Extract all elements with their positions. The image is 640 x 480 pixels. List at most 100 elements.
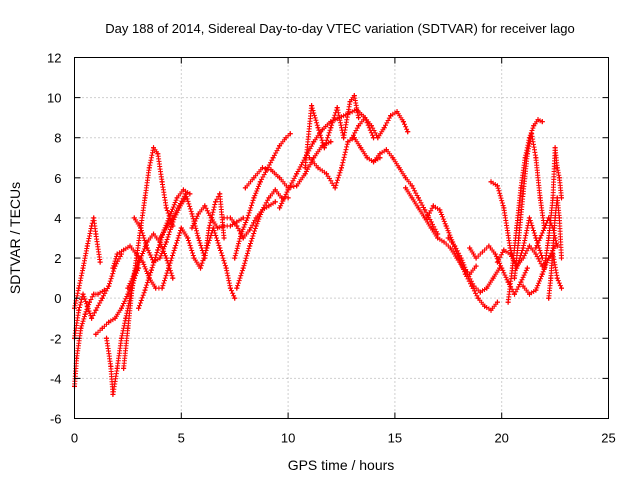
data-point bbox=[170, 275, 176, 281]
data-point bbox=[176, 203, 182, 209]
data-point bbox=[82, 311, 88, 317]
data-point bbox=[328, 139, 334, 145]
data-point bbox=[99, 295, 105, 301]
y-tick-label: -2 bbox=[50, 331, 62, 346]
data-point bbox=[396, 165, 402, 171]
data-point bbox=[118, 335, 124, 341]
data-point bbox=[533, 245, 539, 251]
y-tick-label: -4 bbox=[50, 371, 62, 386]
data-point bbox=[163, 239, 169, 245]
data-point bbox=[189, 211, 195, 217]
series-arc-7 bbox=[110, 243, 171, 291]
data-point bbox=[494, 259, 500, 265]
axis-ticks bbox=[74, 57, 609, 419]
data-point bbox=[347, 99, 353, 105]
data-point bbox=[155, 247, 161, 253]
data-point bbox=[458, 255, 464, 261]
x-tick-label: 15 bbox=[388, 431, 402, 446]
data-point bbox=[430, 203, 436, 209]
data-point bbox=[106, 319, 112, 325]
data-point bbox=[518, 279, 524, 285]
data-point bbox=[394, 109, 400, 115]
data-point bbox=[311, 139, 317, 145]
data-point bbox=[537, 195, 543, 201]
data-point bbox=[375, 135, 381, 141]
data-point bbox=[526, 243, 532, 249]
data-point bbox=[447, 245, 453, 251]
data-point bbox=[259, 207, 265, 213]
series-arc-14 bbox=[232, 131, 293, 261]
data-point bbox=[520, 191, 526, 197]
data-point bbox=[227, 285, 233, 291]
data-point bbox=[471, 283, 477, 289]
series-markers bbox=[307, 135, 383, 191]
data-point bbox=[535, 117, 541, 123]
data-point bbox=[215, 225, 221, 231]
series-arc-5 bbox=[93, 265, 142, 337]
data-point bbox=[191, 255, 197, 261]
data-point bbox=[131, 215, 137, 221]
data-point bbox=[277, 205, 283, 211]
data-point bbox=[142, 287, 148, 293]
data-point bbox=[155, 151, 161, 157]
data-point bbox=[435, 235, 441, 241]
y-tick-label: 12 bbox=[47, 51, 61, 66]
data-point bbox=[328, 125, 334, 131]
data-point bbox=[121, 365, 127, 371]
data-point bbox=[277, 175, 283, 181]
data-point bbox=[388, 113, 394, 119]
data-point bbox=[465, 271, 471, 277]
data-point bbox=[554, 243, 560, 249]
data-point bbox=[403, 175, 409, 181]
data-point bbox=[507, 245, 513, 251]
series-arc-16 bbox=[221, 199, 278, 241]
data-point bbox=[221, 223, 227, 229]
data-point bbox=[217, 245, 223, 251]
data-point bbox=[84, 243, 90, 249]
data-point bbox=[151, 145, 157, 151]
data-point bbox=[76, 285, 82, 291]
data-point bbox=[533, 251, 539, 257]
data-point bbox=[97, 259, 103, 265]
data-point bbox=[232, 295, 238, 301]
data-point bbox=[531, 123, 537, 129]
data-point bbox=[198, 265, 204, 271]
series-arc-13 bbox=[189, 203, 246, 231]
data-point bbox=[91, 215, 97, 221]
y-tick-label: 8 bbox=[54, 131, 61, 146]
data-point bbox=[556, 175, 562, 181]
data-point bbox=[518, 185, 524, 191]
data-point bbox=[321, 145, 327, 151]
y-axis-label: SDTVAR / TECUs bbox=[7, 182, 23, 294]
data-point bbox=[349, 135, 355, 141]
series-markers bbox=[232, 131, 293, 261]
data-point bbox=[351, 93, 357, 99]
data-point bbox=[371, 159, 377, 165]
y-tick-label: 2 bbox=[54, 251, 61, 266]
data-point bbox=[339, 165, 344, 171]
data-point bbox=[195, 211, 201, 217]
data-point bbox=[80, 291, 86, 297]
data-point bbox=[479, 249, 485, 255]
data-point bbox=[251, 175, 257, 181]
data-point bbox=[163, 255, 169, 261]
data-point bbox=[403, 185, 409, 191]
data-point bbox=[473, 255, 479, 261]
data-point bbox=[259, 165, 265, 171]
data-point bbox=[118, 305, 124, 311]
data-point bbox=[546, 295, 552, 301]
y-tick-label: 4 bbox=[54, 211, 61, 226]
plot-frame bbox=[74, 57, 609, 419]
y-tick-label: 6 bbox=[54, 171, 61, 186]
x-tick-label: 20 bbox=[494, 431, 508, 446]
series-arc-19 bbox=[302, 93, 362, 171]
data-point bbox=[475, 295, 481, 301]
data-point bbox=[136, 305, 142, 311]
data-point bbox=[546, 235, 552, 241]
data-point bbox=[268, 167, 274, 173]
data-point bbox=[409, 195, 415, 201]
x-tick-labels: 0 5 10 15 20 25 bbox=[71, 431, 616, 446]
data-point bbox=[524, 151, 530, 157]
data-point bbox=[189, 225, 195, 231]
